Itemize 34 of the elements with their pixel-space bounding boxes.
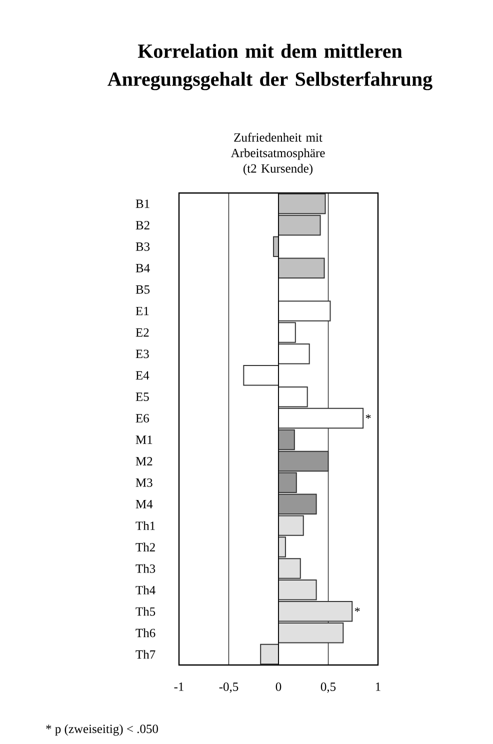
y-tick-label: Th5: [136, 606, 155, 616]
y-tick-label: B3: [136, 242, 150, 251]
x-tick-label: 1: [376, 682, 380, 691]
y-tick-label: E6: [136, 414, 149, 422]
y-tick-label: M2: [136, 457, 152, 466]
y-tick-label: Th1: [136, 521, 155, 530]
y-tick-label: M4: [136, 500, 152, 508]
bar: [278, 258, 325, 278]
y-tick-label: Th3: [136, 564, 155, 573]
chart-title: Korrelation mit dem mittleren Anregungsgehalt der Selbsterfahrung: [107, 44, 432, 90]
chart-subtitle: Zufriedenheit mit Arbeitsatmosphäre (t2 Kursende): [230, 132, 325, 176]
x-tick-label: 0,5: [320, 682, 336, 693]
y-tick-label: E5: [136, 392, 149, 401]
y-tick-label: Th6: [136, 628, 156, 638]
y-tick-label: Th4: [136, 586, 156, 594]
y-tick-label: E4: [136, 371, 149, 380]
y-tick-label: M1: [136, 436, 152, 444]
x-tick-label: -0,5: [219, 682, 238, 693]
y-tick-label: E1: [136, 306, 148, 316]
bar: [243, 365, 279, 386]
y-tick-label: B5: [136, 285, 150, 294]
y-tick-label: B4: [136, 264, 150, 272]
y-tick-label: E3: [136, 350, 149, 358]
annotation: *: [354, 607, 360, 612]
y-tick-label: Th7: [136, 650, 156, 659]
y-tick-label: E2: [136, 328, 149, 337]
y-tick-label: Th2: [136, 542, 155, 552]
text: * p (zweiseitig) < .050: [46, 724, 158, 736]
x-tick-label: 0: [276, 682, 281, 691]
annotation: *: [366, 414, 371, 419]
x-tick-label: -1: [174, 682, 184, 691]
y-tick-label: M3: [136, 478, 152, 487]
y-tick-label: B1: [136, 200, 150, 208]
y-tick-label: B2: [136, 221, 150, 230]
